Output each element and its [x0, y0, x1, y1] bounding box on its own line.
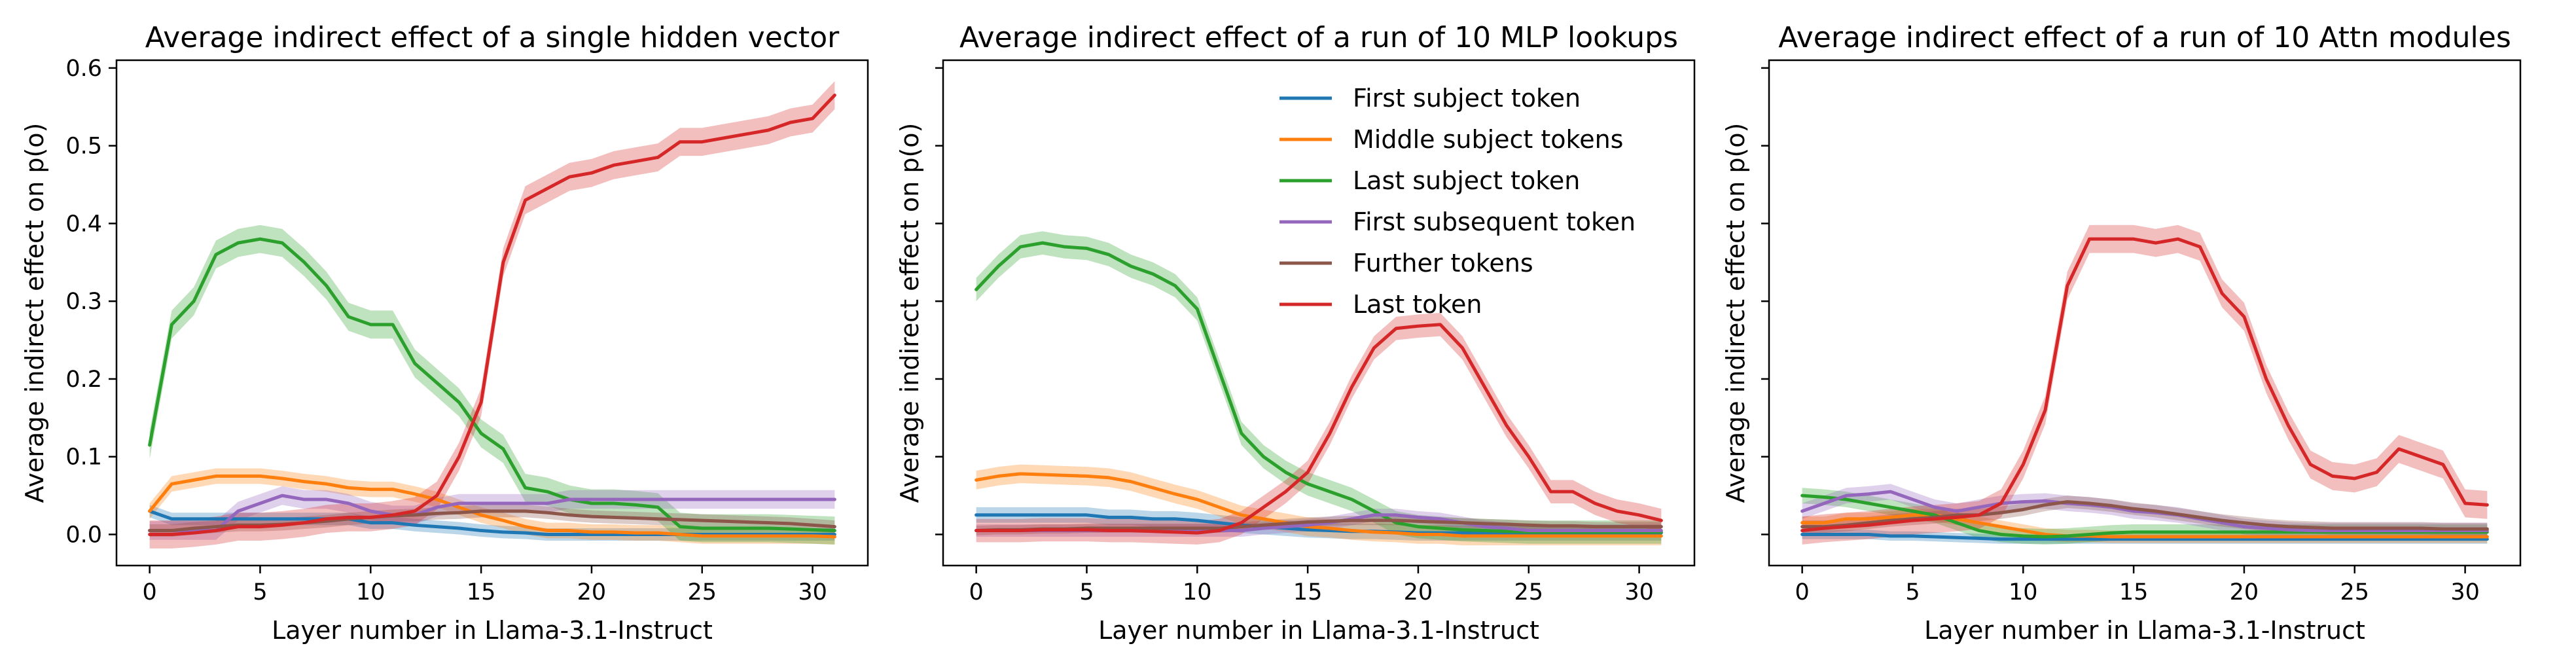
series-line-2	[975, 472, 1663, 538]
y-axis-label: Average indirect effect on p(o)	[20, 123, 49, 503]
series-band-6	[149, 81, 835, 549]
x-tick-label: 5	[253, 579, 267, 605]
series-line-5	[975, 518, 1663, 533]
legend-label: Middle subject tokens	[1353, 125, 1623, 154]
series-line-6	[1800, 237, 2489, 533]
panel-3: Average indirect effect of a run of 10 A…	[1721, 21, 2522, 645]
x-tick-label: 5	[1079, 579, 1094, 605]
x-tick-label: 25	[1514, 579, 1543, 605]
x-tick-label: 20	[577, 579, 607, 605]
legend-label: Last subject token	[1353, 166, 1580, 195]
x-axis-label: Layer number in Llama-3.1-Instruct	[272, 616, 713, 645]
plot-frame	[1768, 59, 2522, 567]
series-band-6	[976, 313, 1662, 545]
legend: First subject token Middle subject tokens…	[1279, 84, 1636, 319]
y-tick-label: 0.0	[65, 522, 102, 548]
series-line-4	[148, 494, 836, 533]
x-tick-label: 15	[2119, 579, 2149, 605]
y-tick-label: 0.4	[65, 211, 102, 237]
x-tick-label: 25	[2340, 579, 2369, 605]
x-tick-label: 15	[1293, 579, 1323, 605]
y-tick-label: 0.3	[65, 289, 102, 315]
chart-title: Average indirect effect of a run of 10 M…	[959, 21, 1678, 54]
y-axis-label: Average indirect effect on p(o)	[895, 123, 924, 503]
legend-label: Last token	[1353, 290, 1482, 319]
panel-2: Average indirect effect of a run of 10 M…	[895, 21, 1696, 645]
series-line-6	[148, 93, 836, 536]
x-tick-label: 25	[687, 579, 717, 605]
series-line-1	[1800, 532, 2489, 541]
y-tick-label: 0.5	[65, 134, 102, 160]
x-tick-label: 30	[798, 579, 827, 605]
x-axis-label: Layer number in Llama-3.1-Instruct	[1924, 616, 2365, 645]
series-band-6	[1802, 225, 2488, 545]
chart-title: Average indirect effect of a run of 10 A…	[1778, 21, 2511, 54]
y-tick-label: 0.1	[65, 444, 102, 471]
series-line-3	[148, 237, 836, 533]
x-tick-label: 0	[143, 579, 157, 605]
x-tick-label: 20	[2230, 579, 2259, 605]
x-tick-label: 30	[2450, 579, 2480, 605]
series-line-2	[1800, 513, 2489, 539]
x-axis-label: Layer number in Llama-3.1-Instruct	[1098, 616, 1539, 645]
x-tick-label: 10	[356, 579, 385, 605]
series-line-2	[148, 474, 836, 539]
x-tick-label: 5	[1905, 579, 1920, 605]
legend-label: Further tokens	[1353, 249, 1533, 278]
series-band-3	[149, 225, 835, 545]
y-tick-label: 0.6	[65, 56, 102, 82]
x-tick-label: 10	[1183, 579, 1212, 605]
series-band-2	[1802, 509, 2488, 543]
series-line-4	[1800, 490, 2489, 533]
x-tick-label: 30	[1624, 579, 1654, 605]
x-tick-label: 15	[467, 579, 496, 605]
series-band-2	[149, 468, 835, 545]
y-tick-label: 0.2	[65, 367, 102, 393]
y-axis-label: Average indirect effect on p(o)	[1721, 123, 1750, 503]
legend-label: First subsequent token	[1353, 207, 1636, 236]
x-tick-label: 10	[2009, 579, 2038, 605]
chart-title: Average indirect effect of a single hidd…	[145, 21, 840, 54]
x-tick-label: 20	[1404, 579, 1433, 605]
series-band-3	[976, 231, 1662, 544]
plot-frame	[942, 59, 1696, 567]
plot-frame	[115, 59, 869, 567]
series-band-5	[1802, 496, 2488, 535]
series-line-6	[975, 323, 1663, 535]
panel-1: Average indirect effect of a single hidd…	[20, 21, 869, 645]
x-tick-label: 0	[969, 579, 984, 605]
x-tick-label: 0	[1795, 579, 1810, 605]
legend-label: First subject token	[1353, 84, 1581, 113]
